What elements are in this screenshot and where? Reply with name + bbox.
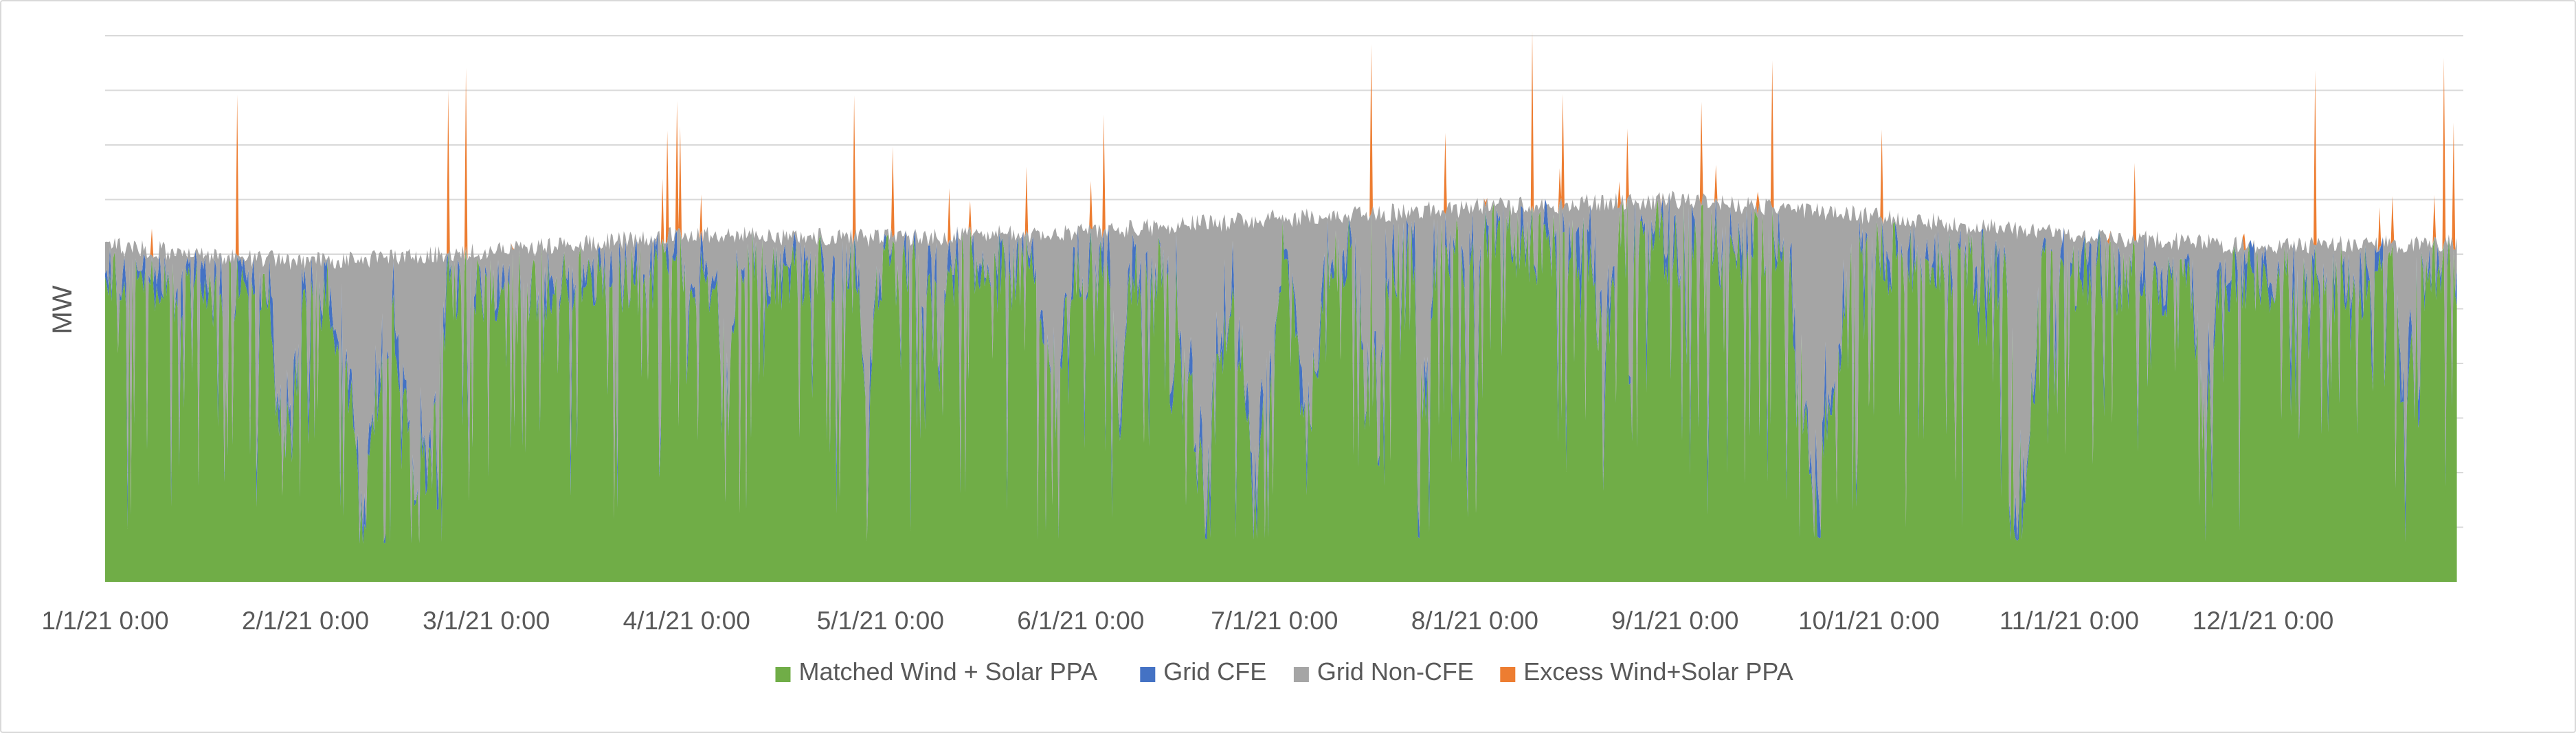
legend-swatch: [775, 667, 791, 682]
legend-item-grid-cfe: Grid CFE: [1140, 657, 1266, 686]
x-tick-label: 1/1/21 0:00: [41, 607, 168, 635]
x-tick-label: 6/1/21 0:00: [1017, 607, 1144, 635]
area-matched-wind-solar-ppa: [105, 199, 2457, 582]
x-tick-label: 4/1/21 0:00: [623, 607, 750, 635]
legend-label: Matched Wind + Solar PPA: [799, 657, 1098, 686]
y-axis-title: MW: [47, 285, 78, 334]
legend-item-grid-non-cfe: Grid Non-CFE: [1293, 657, 1474, 686]
x-tick-label: 8/1/21 0:00: [1411, 607, 1538, 635]
legend: Matched Wind + Solar PPA Grid CFE Grid Non…: [775, 657, 1793, 686]
area-grid-non-cfe: [105, 190, 2457, 543]
x-tick-label: 2/1/21 0:00: [242, 607, 369, 635]
legend-item-excess-wind-solar-ppa: Excess Wind+Solar PPA: [1500, 657, 1793, 686]
legend-swatch: [1293, 667, 1309, 682]
x-tick-label: 3/1/21 0:00: [423, 607, 550, 635]
stacked-area-plot: [105, 30, 2457, 582]
x-tick-label: 12/1/21 0:00: [2193, 607, 2334, 635]
legend-label: Excess Wind+Solar PPA: [1523, 657, 1793, 686]
legend-item-matched-wind-solar-ppa: Matched Wind + Solar PPA: [775, 657, 1098, 686]
x-tick-label: 5/1/21 0:00: [817, 607, 944, 635]
x-tick-label: 9/1/21 0:00: [1611, 607, 1738, 635]
legend-label: Grid CFE: [1163, 657, 1266, 686]
legend-swatch: [1140, 667, 1156, 682]
x-axis-tick-labels: 1/1/21 0:00 2/1/21 0:00 3/1/21 0:00 4/1/21 …: [41, 607, 2333, 635]
x-tick-label: 7/1/21 0:00: [1211, 607, 1338, 635]
x-tick-label: 10/1/21 0:00: [1798, 607, 1940, 635]
legend-label: Grid Non-CFE: [1317, 657, 1474, 686]
legend-swatch: [1500, 667, 1516, 682]
x-tick-label: 11/1/21 0:00: [2000, 607, 2139, 635]
